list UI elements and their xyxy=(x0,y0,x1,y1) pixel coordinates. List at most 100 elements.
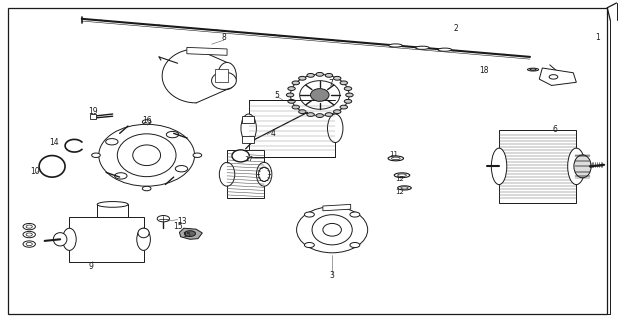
Circle shape xyxy=(26,243,32,246)
Ellipse shape xyxy=(397,174,406,177)
Circle shape xyxy=(23,241,35,247)
Ellipse shape xyxy=(388,156,404,161)
Text: 8: 8 xyxy=(222,33,226,42)
Ellipse shape xyxy=(491,148,507,185)
Text: 18: 18 xyxy=(479,66,488,75)
Ellipse shape xyxy=(39,156,65,177)
Polygon shape xyxy=(70,217,143,261)
Circle shape xyxy=(92,153,101,157)
Ellipse shape xyxy=(138,228,149,238)
Circle shape xyxy=(549,75,558,79)
Ellipse shape xyxy=(568,148,585,185)
Circle shape xyxy=(316,114,324,117)
Circle shape xyxy=(106,139,118,145)
Circle shape xyxy=(26,233,32,236)
Circle shape xyxy=(299,76,306,80)
Circle shape xyxy=(23,231,35,238)
Circle shape xyxy=(304,212,314,217)
Circle shape xyxy=(350,212,360,217)
Circle shape xyxy=(23,223,35,230)
Bar xyxy=(97,204,128,217)
Text: 13: 13 xyxy=(178,217,187,226)
Bar xyxy=(215,69,229,82)
Ellipse shape xyxy=(527,68,538,71)
Circle shape xyxy=(325,74,333,77)
Circle shape xyxy=(292,81,299,85)
Polygon shape xyxy=(187,47,227,55)
Polygon shape xyxy=(323,204,351,211)
Ellipse shape xyxy=(99,124,194,186)
Circle shape xyxy=(307,74,314,77)
Circle shape xyxy=(26,225,32,228)
Circle shape xyxy=(184,231,196,236)
Circle shape xyxy=(333,110,341,114)
Bar xyxy=(90,114,96,119)
Text: 4: 4 xyxy=(271,129,276,138)
Ellipse shape xyxy=(63,228,76,251)
Ellipse shape xyxy=(133,145,161,165)
Circle shape xyxy=(288,100,295,103)
Circle shape xyxy=(340,105,348,109)
Ellipse shape xyxy=(394,173,410,178)
Ellipse shape xyxy=(258,167,270,181)
Circle shape xyxy=(340,81,348,85)
Ellipse shape xyxy=(415,46,429,49)
Circle shape xyxy=(142,120,151,124)
Text: 2: 2 xyxy=(453,24,458,33)
Text: 15: 15 xyxy=(183,233,191,238)
Ellipse shape xyxy=(137,228,150,251)
Circle shape xyxy=(193,153,202,157)
Text: 14: 14 xyxy=(49,138,59,147)
Ellipse shape xyxy=(291,74,349,116)
Text: 17: 17 xyxy=(244,156,253,162)
Ellipse shape xyxy=(241,114,256,142)
Ellipse shape xyxy=(574,155,591,178)
Text: 15: 15 xyxy=(173,222,183,231)
Ellipse shape xyxy=(218,62,237,89)
Ellipse shape xyxy=(391,157,400,160)
Text: 6: 6 xyxy=(552,125,557,134)
Polygon shape xyxy=(227,150,264,198)
Circle shape xyxy=(350,243,360,248)
Ellipse shape xyxy=(256,162,272,186)
Circle shape xyxy=(304,243,314,248)
Circle shape xyxy=(344,100,351,103)
Text: 16: 16 xyxy=(142,116,152,125)
Ellipse shape xyxy=(212,72,237,89)
Circle shape xyxy=(344,87,351,91)
Ellipse shape xyxy=(327,114,343,142)
Ellipse shape xyxy=(117,134,176,177)
Ellipse shape xyxy=(312,215,352,245)
Ellipse shape xyxy=(389,44,402,47)
Circle shape xyxy=(346,93,353,97)
Circle shape xyxy=(333,76,341,80)
Circle shape xyxy=(325,113,333,116)
Text: 12: 12 xyxy=(396,189,404,195)
Ellipse shape xyxy=(530,69,536,70)
Circle shape xyxy=(157,215,170,222)
Polygon shape xyxy=(179,228,202,239)
Ellipse shape xyxy=(232,150,249,162)
Circle shape xyxy=(299,110,306,114)
Circle shape xyxy=(286,93,294,97)
Text: 10: 10 xyxy=(30,167,40,176)
Text: 3: 3 xyxy=(330,271,335,280)
Ellipse shape xyxy=(297,207,368,253)
Polygon shape xyxy=(499,130,576,203)
Text: 1: 1 xyxy=(596,33,601,42)
Ellipse shape xyxy=(323,223,342,236)
Circle shape xyxy=(307,113,314,116)
Ellipse shape xyxy=(53,233,67,246)
Text: 9: 9 xyxy=(89,262,94,271)
Text: 5: 5 xyxy=(274,92,279,100)
Ellipse shape xyxy=(219,162,235,186)
Ellipse shape xyxy=(310,89,329,101)
Polygon shape xyxy=(162,49,196,103)
Polygon shape xyxy=(539,68,576,85)
Circle shape xyxy=(288,87,295,91)
Polygon shape xyxy=(248,100,335,157)
Text: 7: 7 xyxy=(329,79,333,88)
Circle shape xyxy=(166,132,179,138)
Ellipse shape xyxy=(397,186,411,190)
Circle shape xyxy=(142,186,151,191)
